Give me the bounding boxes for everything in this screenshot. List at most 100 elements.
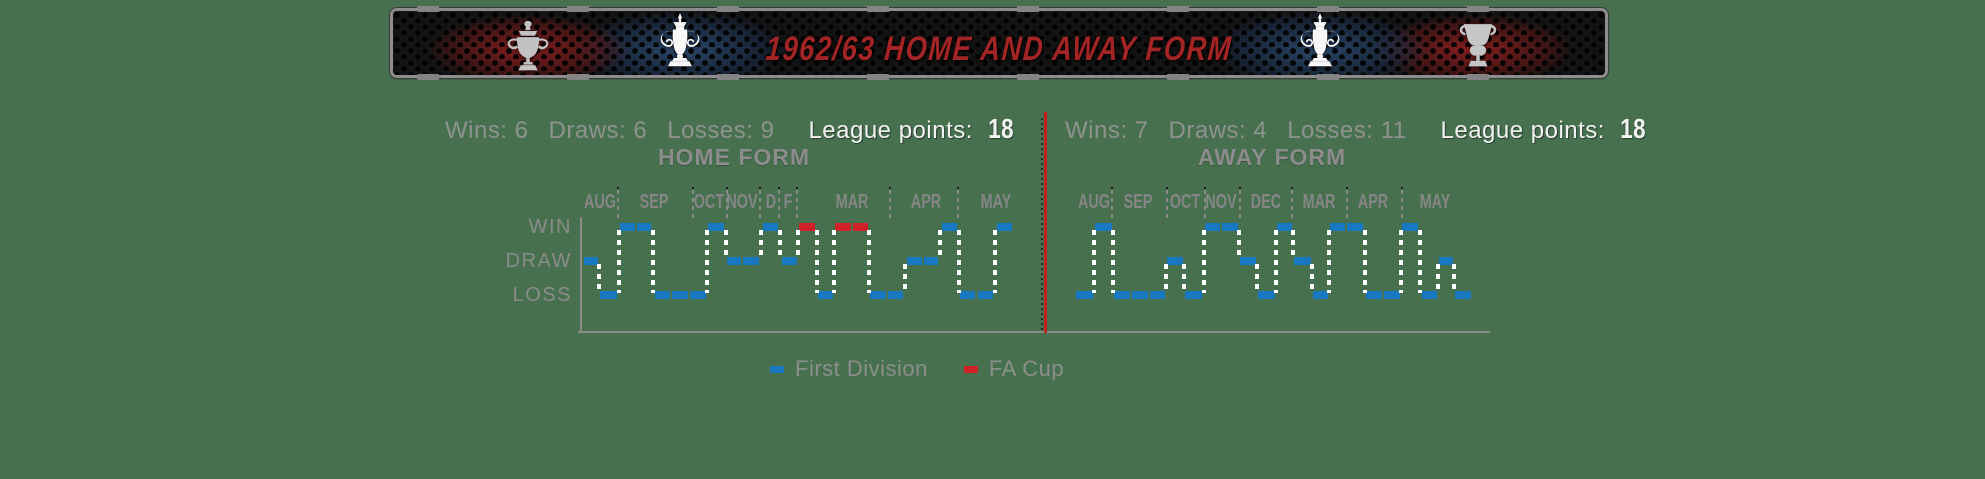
form-match-segment[interactable]	[637, 223, 651, 231]
form-match-segment[interactable]	[1422, 291, 1437, 299]
form-match-segment[interactable]	[1076, 291, 1093, 299]
month-divider-line	[957, 187, 959, 222]
month-divider-line	[1204, 187, 1206, 222]
form-connector-line	[1237, 230, 1241, 259]
home-league-points-label: League points:	[808, 117, 973, 144]
form-connector-line	[815, 230, 819, 293]
month-label: NOV	[726, 191, 758, 213]
month-divider-line	[796, 187, 798, 222]
form-match-segment[interactable]	[1150, 291, 1165, 299]
month-divider-line	[1291, 187, 1293, 222]
home-wins-stat: Wins: 6	[445, 117, 529, 144]
month-label: AUG	[1077, 191, 1110, 213]
month-divider-line	[1346, 187, 1348, 222]
month-divider-line	[1239, 187, 1241, 222]
form-match-segment[interactable]	[799, 223, 815, 231]
form-match-segment[interactable]	[1222, 223, 1238, 231]
month-divider-line	[759, 187, 761, 222]
form-match-segment[interactable]	[997, 223, 1012, 231]
form-match-segment[interactable]	[1330, 223, 1345, 231]
form-match-segment[interactable]	[763, 223, 778, 231]
legend-item-first-division[interactable]: First Division	[770, 356, 928, 382]
form-match-segment[interactable]	[1366, 291, 1382, 299]
form-match-segment[interactable]	[1185, 291, 1202, 299]
banner-frame-clips-bottom	[417, 74, 1581, 80]
form-connector-line	[1399, 230, 1403, 293]
form-match-segment[interactable]	[870, 291, 886, 299]
home-losses-stat: Losses: 9	[667, 117, 775, 144]
form-match-segment[interactable]	[1294, 257, 1311, 265]
form-match-segment[interactable]	[1167, 257, 1183, 265]
away-losses-stat: Losses: 11	[1287, 117, 1407, 144]
form-match-segment[interactable]	[907, 257, 922, 265]
month-label: AUG	[583, 191, 616, 213]
home-draws-stat: Draws: 6	[548, 117, 648, 144]
form-match-segment[interactable]	[690, 291, 706, 299]
center-divider-dots	[1041, 118, 1043, 331]
month-label: APR	[910, 191, 942, 213]
y-axis-line	[580, 217, 582, 333]
form-match-segment[interactable]	[1095, 223, 1112, 231]
form-match-segment[interactable]	[818, 291, 833, 299]
form-match-segment[interactable]	[1313, 291, 1328, 299]
form-connector-line	[597, 264, 601, 293]
month-label: MAR	[1302, 191, 1336, 213]
away-stats-row: Wins: 7 Draws: 4 Losses: 11 League point…	[1065, 113, 1649, 145]
form-match-segment[interactable]	[600, 291, 617, 299]
form-match-segment[interactable]	[1384, 291, 1400, 299]
form-match-segment[interactable]	[708, 223, 724, 231]
away-wins-stat: Wins: 7	[1065, 117, 1149, 144]
form-connector-line	[1164, 264, 1168, 293]
month-label: DEC	[1250, 191, 1282, 213]
form-connector-line	[903, 264, 907, 293]
month-divider-line	[889, 187, 891, 222]
banner-mesh-background	[393, 11, 1605, 75]
form-connector-line	[832, 230, 836, 293]
form-match-segment[interactable]	[1347, 223, 1363, 231]
form-match-segment[interactable]	[1277, 223, 1292, 231]
form-connector-line	[1363, 230, 1367, 293]
form-match-segment[interactable]	[727, 257, 741, 265]
form-match-segment[interactable]	[782, 257, 797, 265]
form-connector-line	[759, 230, 763, 259]
form-match-segment[interactable]	[672, 291, 688, 299]
form-match-segment[interactable]	[620, 223, 635, 231]
month-label: MAY	[980, 191, 1012, 213]
form-match-segment[interactable]	[1439, 257, 1453, 265]
form-connector-line	[938, 230, 942, 259]
away-form-heading: AWAY FORM	[1197, 144, 1347, 170]
form-match-segment[interactable]	[888, 291, 903, 299]
form-match-segment[interactable]	[655, 291, 670, 299]
form-match-segment[interactable]	[1240, 257, 1256, 265]
form-match-segment[interactable]	[978, 291, 993, 299]
header-banner: 1962/63 HOME AND AWAY FORM	[390, 6, 1608, 80]
form-match-segment[interactable]	[924, 257, 938, 265]
month-label: MAY	[1419, 191, 1451, 213]
form-match-segment[interactable]	[835, 223, 851, 231]
form-match-segment[interactable]	[1205, 223, 1220, 231]
form-match-segment[interactable]	[853, 223, 868, 231]
form-match-segment[interactable]	[1132, 291, 1148, 299]
form-match-segment[interactable]	[584, 257, 598, 265]
form-match-segment[interactable]	[743, 257, 759, 265]
form-connector-line	[1255, 264, 1259, 293]
form-match-segment[interactable]	[1402, 223, 1418, 231]
form-match-segment[interactable]	[942, 223, 957, 231]
form-connector-line	[778, 230, 782, 259]
form-match-segment[interactable]	[1114, 291, 1130, 299]
x-axis-line	[578, 331, 1490, 333]
form-connector-line	[1327, 230, 1331, 293]
form-match-segment[interactable]	[960, 291, 975, 299]
away-league-points-label: League points:	[1440, 117, 1605, 144]
month-label: D	[765, 191, 777, 213]
form-match-segment[interactable]	[1258, 291, 1275, 299]
form-connector-line	[1436, 264, 1440, 293]
month-label: SEP	[639, 191, 669, 213]
away-league-points-value: 18	[1620, 113, 1646, 144]
legend-item-fa-cup[interactable]: FA Cup	[963, 356, 1064, 382]
y-axis-label-loss: LOSS	[512, 284, 572, 306]
form-match-segment[interactable]	[1455, 291, 1471, 299]
